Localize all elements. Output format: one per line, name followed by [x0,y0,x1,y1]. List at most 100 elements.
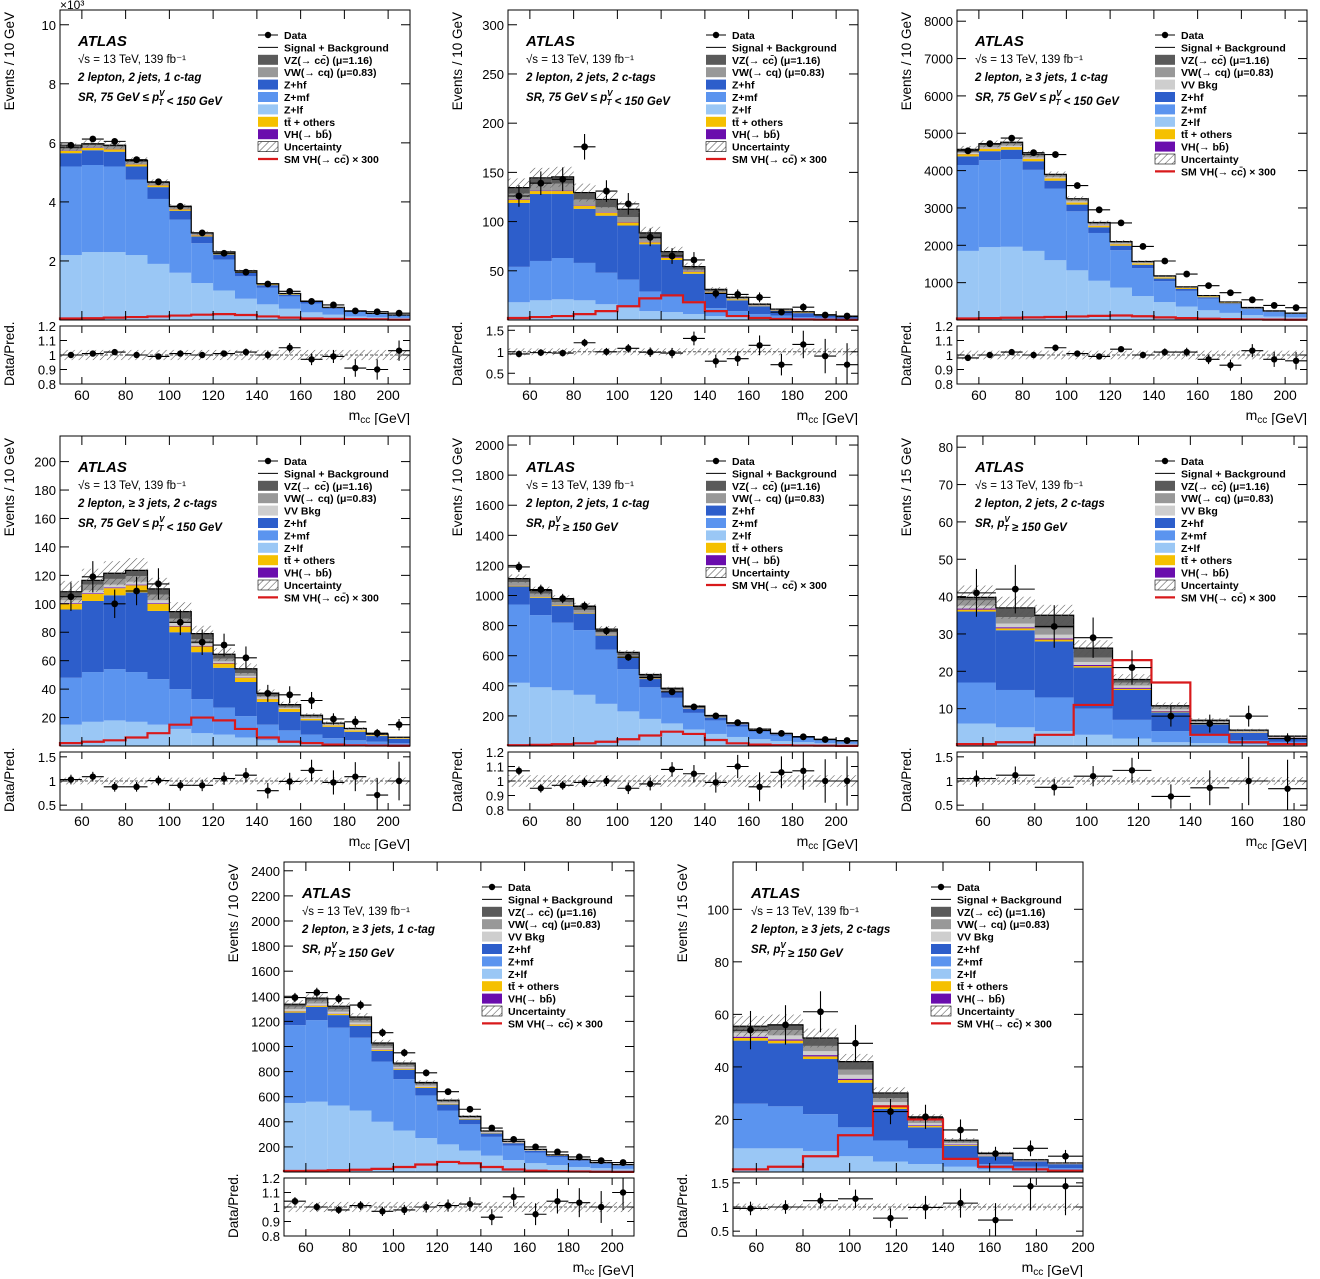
x-tick-label: 60 [298,1239,314,1255]
stack-bar [704,293,727,309]
stack-bar [726,317,749,320]
region-label: SR, 75 GeV ≤ pV T < 150 GeV [526,89,671,108]
y-tick-label: 1400 [251,989,280,1004]
stack-bar [1044,177,1067,179]
ratio-y-tick-label: 0.5 [486,366,504,381]
data-point [1095,206,1103,214]
legend-label: Uncertainty [284,580,342,592]
subscript: T [331,950,337,959]
text-span: < 150 GeV [1060,96,1120,108]
stack-bar [595,215,618,273]
stack-bar [344,740,367,745]
legend-label: Data [957,882,980,894]
x-tick-label: 100 [606,387,630,403]
stack-bar [388,738,410,744]
ratio-y-tick-label: 1.1 [262,1186,280,1201]
stack-bar [639,718,662,746]
stack-bar [838,1069,873,1075]
stack-bar [191,236,214,244]
superscript: V [607,89,613,98]
ratio-point [444,1202,452,1209]
stack-bar [508,202,530,267]
ratio-point [734,355,741,362]
x-tick-label: 160 [1186,387,1210,403]
ratio-point [1128,767,1136,774]
legend-label: Z+mf [732,92,758,104]
stack-bar [60,724,82,746]
lumi-label: √s = 13 TeV, 139 fb⁻¹ [78,53,186,66]
y-tick-label: 2400 [251,864,280,879]
text-span: p [151,518,159,530]
x-tick-label: 120 [201,387,225,403]
stack-bar [322,724,345,726]
ratio-point [308,767,315,774]
y-tick-label: 1200 [475,558,504,573]
legend-label: VW(→ cq) (μ=0.83) [1181,493,1273,505]
x-tick-label: 180 [557,1239,581,1255]
x-tick-label: 60 [522,813,538,829]
ratio-y-axis-label: Data/Pred. [675,1173,690,1238]
stack-bar [573,262,596,301]
main-frame [507,9,859,321]
stack-bar [943,1144,978,1146]
stack-bar [978,147,1001,149]
stack-bar [322,738,345,744]
legend-color-swatch [258,555,278,566]
ratio-point [1008,348,1015,356]
ratio-y-tick-label: 1.5 [935,750,953,765]
stack-bar [1112,688,1152,690]
ratio-y-tick-label: 0.5 [711,1224,729,1239]
stack-bar [768,1043,803,1107]
ratio-y-tick-label: 1.2 [262,1171,280,1186]
text-span: [GeV] [370,836,410,851]
data-point [668,252,676,260]
ratio-point [395,347,403,354]
x-tick-label: 140 [245,813,269,829]
stack-bar [103,587,126,589]
stack-bar [81,147,104,151]
y-tick-label: 60 [42,654,56,669]
region-label: 2 lepton, ≥ 3 jets, 1 c-tag [301,924,435,936]
ratio-point [510,1193,517,1201]
data-point [220,641,228,649]
stack-bar [995,617,1035,624]
stack-bar [191,243,214,284]
ratio-point [379,1208,386,1215]
ratio-y-axis-label: Data/Pred. [899,747,914,812]
ratio-point [668,349,676,357]
stack-bar [838,1082,873,1128]
y-tick-label: 100 [34,597,56,612]
superscript: V [1056,89,1062,98]
legend-color-swatch [1155,518,1175,528]
stack-bar [169,632,192,690]
legend-label: Uncertainty [1181,154,1239,166]
stack-bar [235,298,257,320]
stack-bar [1110,287,1132,320]
ratio-point [264,351,272,359]
y-axis-label: Events / 15 GeV [675,864,690,962]
stack-bar [1219,302,1242,304]
x-tick-label: 80 [1015,387,1031,403]
legend-label: VH(→ bb̄) [284,129,332,141]
ratio-point [800,341,807,348]
legend-label: Uncertainty [508,1006,566,1018]
stack-bar [169,689,192,729]
stack-bar [103,166,126,253]
stack-bar [480,1136,503,1156]
ratio-point [712,358,720,365]
stack-bar [529,300,552,320]
uncertainty-band [349,1013,372,1021]
subscript: cc [808,841,818,851]
data-point [559,175,567,183]
subscript: T [158,524,164,533]
legend-color-swatch [1155,92,1175,102]
stack-bar [1112,689,1152,720]
y-tick-label: 200 [258,1140,280,1155]
uncertainty-band [803,1028,838,1048]
legend-label: Signal + Background [1181,468,1286,480]
ratio-point [515,767,523,775]
data-point [624,653,632,661]
uncertainty-band [393,1060,416,1066]
stack-bar [1088,224,1111,226]
ratio-y-tick-label: 0.9 [38,363,56,378]
